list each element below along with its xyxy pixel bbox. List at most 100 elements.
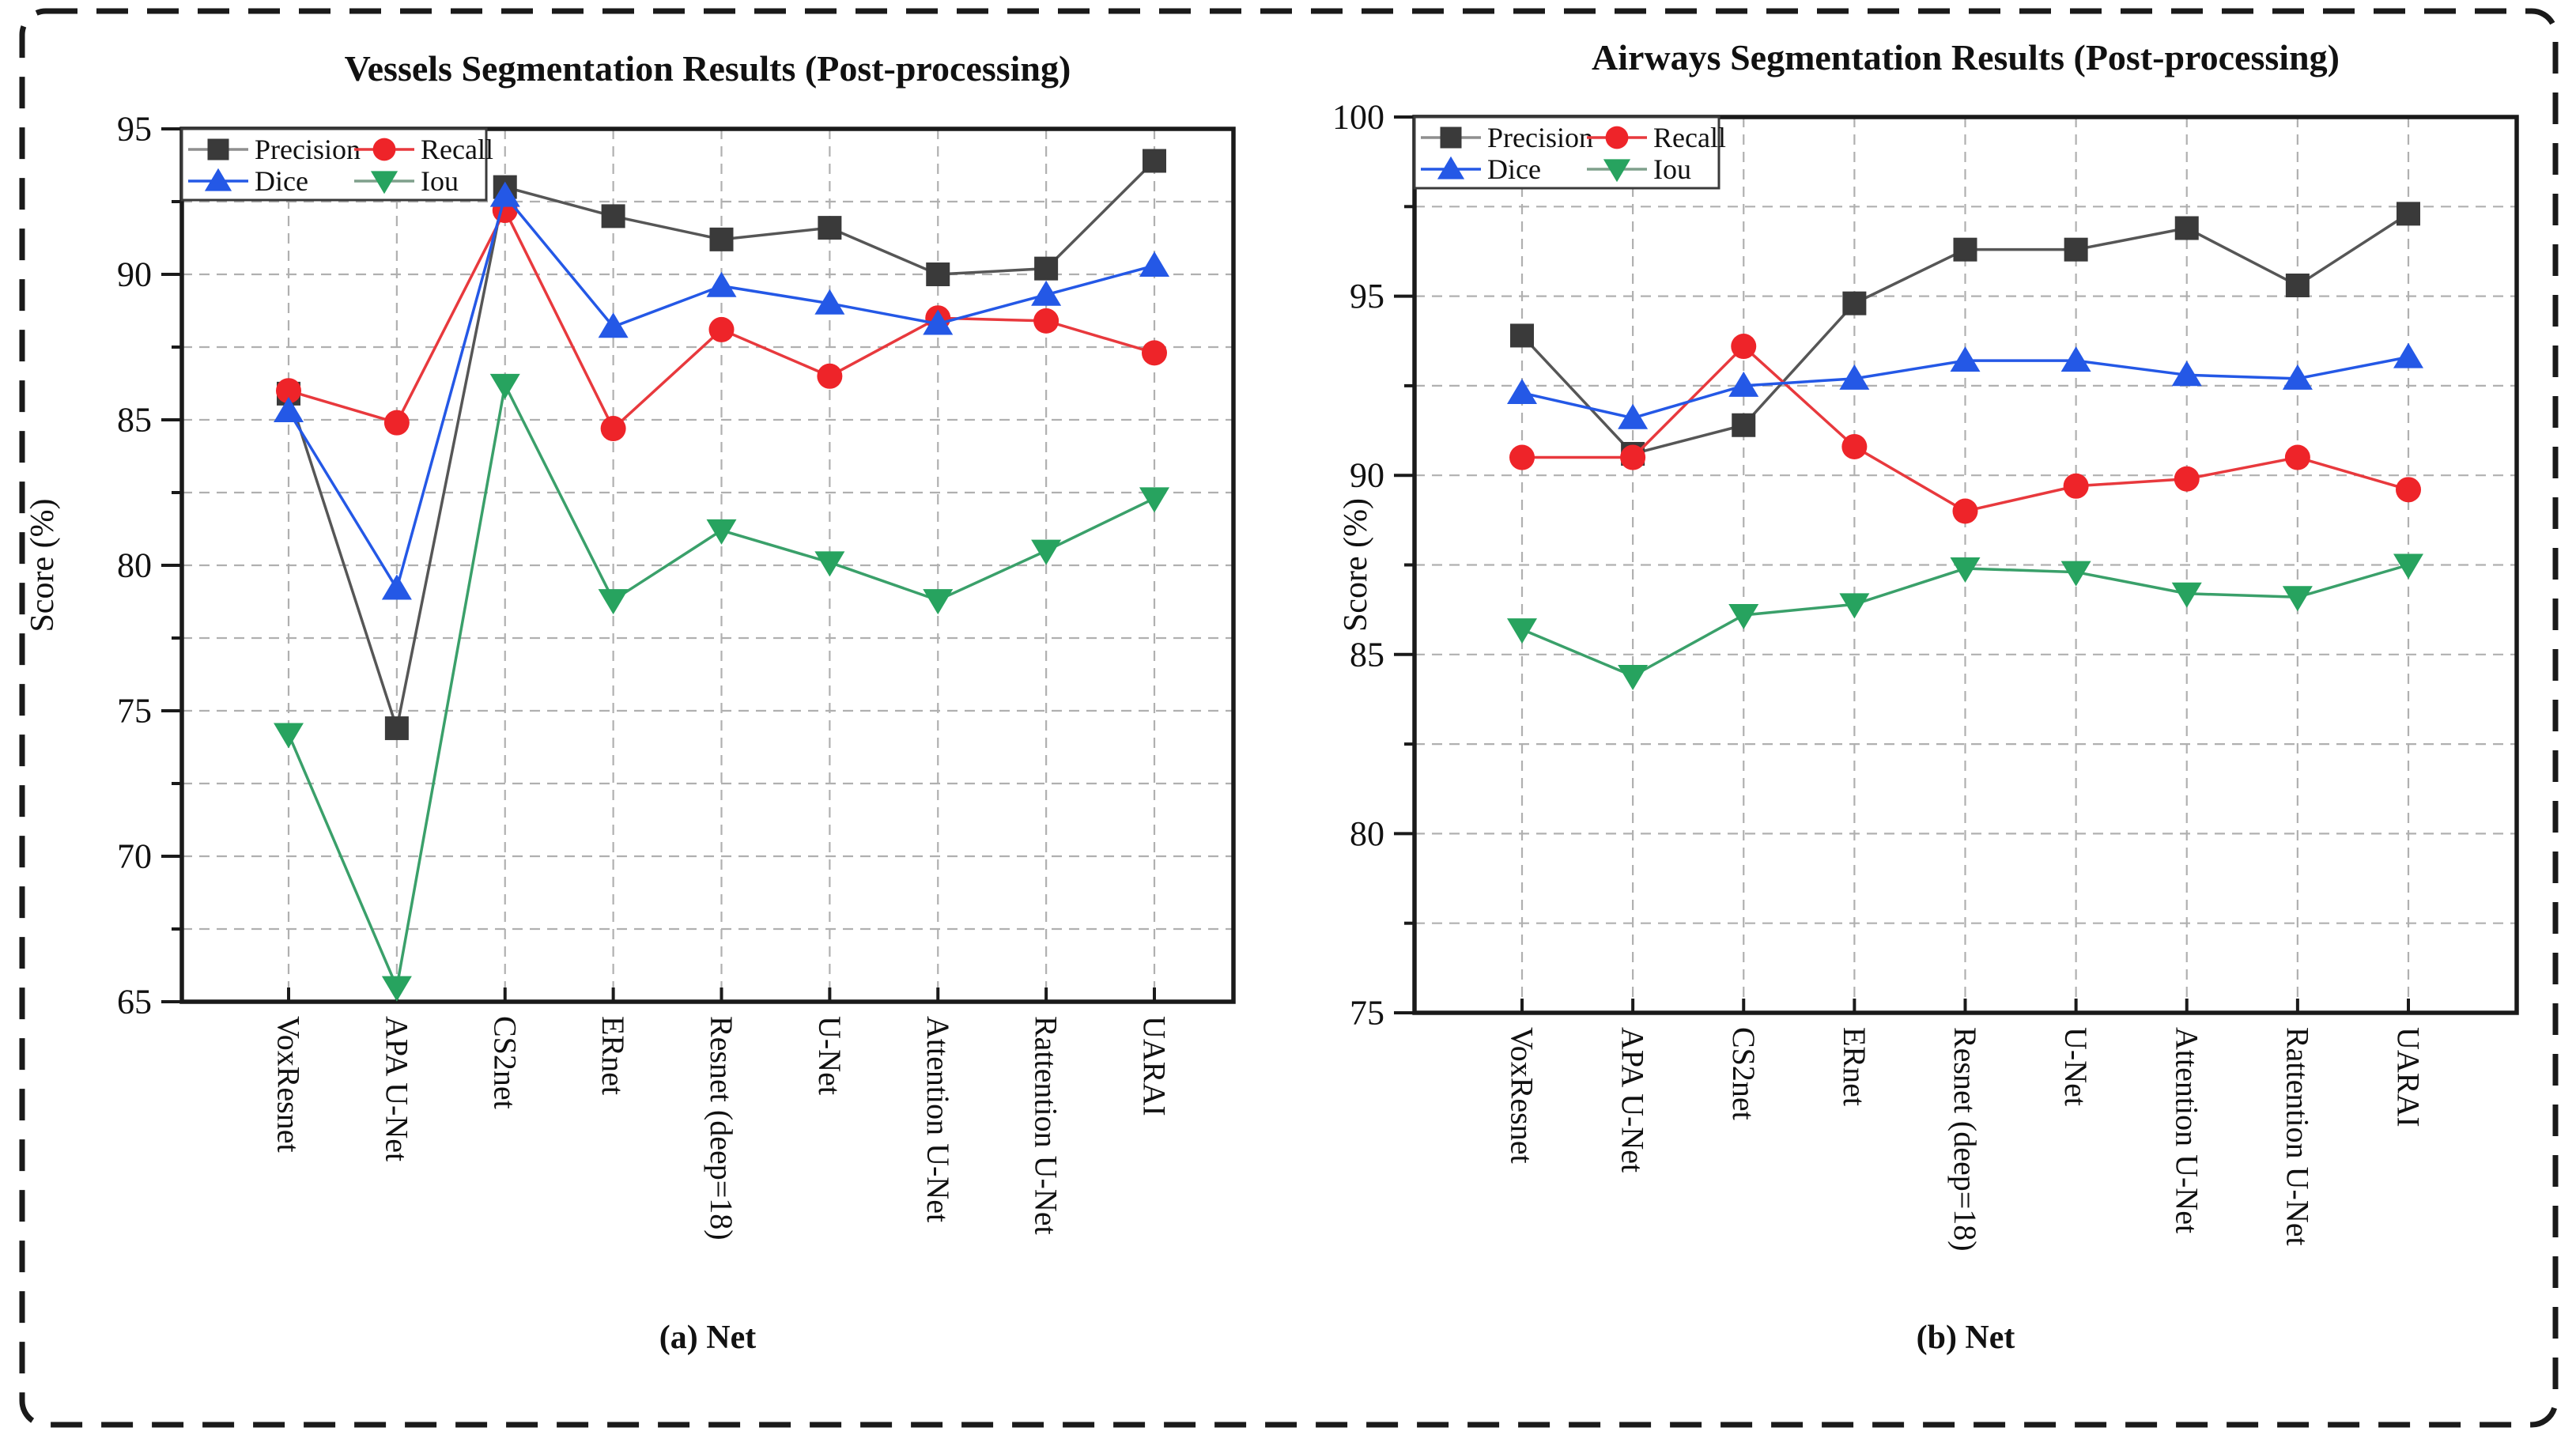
y-tick-label: 65 <box>117 983 152 1021</box>
x-tick-label: ERnet <box>595 1016 631 1095</box>
iou-marker <box>1031 539 1062 565</box>
vessels-plot: 65 70 75 80 85 90 95 VoxResnet APA U-Net CS2net ER… <box>117 110 1236 1241</box>
dice-marker <box>1618 403 1649 429</box>
grid <box>1415 117 2517 1013</box>
precision-marker <box>1510 323 1534 348</box>
dice-marker <box>1728 371 1759 397</box>
iou-marker <box>1507 618 1537 644</box>
precision-marker <box>1034 256 1059 281</box>
y-tick-label: 80 <box>117 546 152 585</box>
x-tick-label: APA U-Net <box>379 1016 414 1161</box>
iou-marker <box>1728 603 1759 629</box>
x-category-labels: VoxResnet APA U-Net CS2net ERnet Resnet (dee… <box>1505 1027 2427 1252</box>
recall-marker <box>1142 340 1167 366</box>
recall-marker <box>1033 308 1059 334</box>
series-iou <box>274 373 1169 1002</box>
series-iou <box>1507 553 2423 690</box>
recall-marker <box>817 363 843 389</box>
x-axis-label: (b) Net <box>1916 1320 2015 1356</box>
legend-label: Iou <box>1653 153 1691 185</box>
y-tick-label: 95 <box>1350 277 1384 315</box>
legend-dice-marker <box>204 168 232 191</box>
dice-marker <box>706 271 737 297</box>
y-tick-label: 80 <box>1350 814 1384 853</box>
grid <box>182 129 1233 1002</box>
iou-marker <box>923 589 954 615</box>
legend-label: Dice <box>255 165 308 197</box>
legend-label: Iou <box>421 165 459 197</box>
y-tick-label: 90 <box>1350 456 1384 495</box>
iou-marker <box>1618 664 1649 690</box>
iou-marker <box>598 589 629 615</box>
iou-marker <box>1139 487 1169 513</box>
recall-marker <box>1620 444 1646 470</box>
series-dice <box>1507 342 2423 429</box>
y-tick-label: 100 <box>1332 98 1384 137</box>
dice-marker <box>1950 346 1981 372</box>
precision-marker <box>2285 274 2310 298</box>
dice-marker <box>2393 342 2423 368</box>
dice-marker <box>1139 251 1169 277</box>
page-title: Airways Segmentation Results (Post-proce… <box>1592 37 2340 77</box>
legend-iou-marker <box>1603 159 1631 183</box>
dice-marker <box>814 289 845 315</box>
precision-marker <box>384 716 409 741</box>
iou-marker <box>381 976 412 1002</box>
precision-marker <box>601 204 625 228</box>
precision-marker <box>1143 149 1166 173</box>
recall-marker <box>2174 466 2200 492</box>
x-tick-label: Resnet (deep=18) <box>704 1016 739 1241</box>
dice-marker <box>598 312 629 338</box>
iou-marker <box>2060 561 2091 587</box>
dice-marker <box>1839 364 1870 390</box>
iou-marker <box>1839 593 1870 619</box>
iou-marker <box>2393 553 2423 580</box>
y-tick-label: 85 <box>1350 635 1384 674</box>
precision-marker <box>709 227 734 251</box>
y-tick-label: 95 <box>117 110 152 149</box>
dice-marker <box>2171 361 2202 387</box>
y-axis-ticks: 65 70 75 80 85 90 95 <box>117 110 182 1021</box>
recall-marker <box>1509 444 1535 470</box>
dice-marker <box>1507 378 1537 404</box>
iou-marker <box>1950 557 1981 583</box>
legend-label: Precision <box>255 134 361 165</box>
precision-marker <box>2064 237 2088 262</box>
iou-marker <box>2171 582 2202 608</box>
series-dice <box>274 181 1169 600</box>
x-tick-label: Rattention U-Net <box>2279 1027 2315 1246</box>
x-tick-label: CS2net <box>1726 1027 1762 1120</box>
iou-marker <box>274 723 304 749</box>
x-tick-label: Attention U-Net <box>2169 1027 2204 1233</box>
legend-label: Dice <box>1487 153 1541 185</box>
x-tick-label: ERnet <box>1837 1027 1872 1106</box>
y-tick-label: 85 <box>117 401 152 440</box>
y-tick-label: 75 <box>117 692 152 731</box>
x-axis-ticks <box>1520 999 2410 1013</box>
iou-marker <box>489 373 520 399</box>
recall-marker <box>1952 498 1978 524</box>
y-tick-label: 70 <box>117 837 152 876</box>
recall-marker <box>1731 334 1757 360</box>
legend-precision-marker <box>207 138 229 160</box>
legend-label: Precision <box>1487 122 1593 153</box>
y-axis-ticks: 75 80 85 90 95 100 <box>1332 98 1415 1033</box>
legend-dice-marker <box>1437 156 1465 179</box>
airways-chart: Airways Segmentation Results (Post-proce… <box>1288 0 2576 1435</box>
figure-border <box>19 8 2559 1428</box>
dice-marker <box>923 309 954 335</box>
x-tick-label: UARAI <box>2391 1027 2427 1127</box>
recall-marker <box>708 316 735 342</box>
legend-precision-marker <box>1440 127 1462 149</box>
series-recall <box>1509 334 2421 524</box>
legend-iou-marker <box>370 171 398 194</box>
dice-marker <box>2282 364 2313 390</box>
dice-marker <box>489 181 520 207</box>
precision-marker <box>1732 413 1756 437</box>
recall-marker <box>276 378 301 404</box>
recall-marker <box>383 410 410 436</box>
precision-marker <box>1953 237 1977 262</box>
recall-marker <box>2063 473 2089 499</box>
x-tick-label: U-Net <box>812 1016 848 1095</box>
